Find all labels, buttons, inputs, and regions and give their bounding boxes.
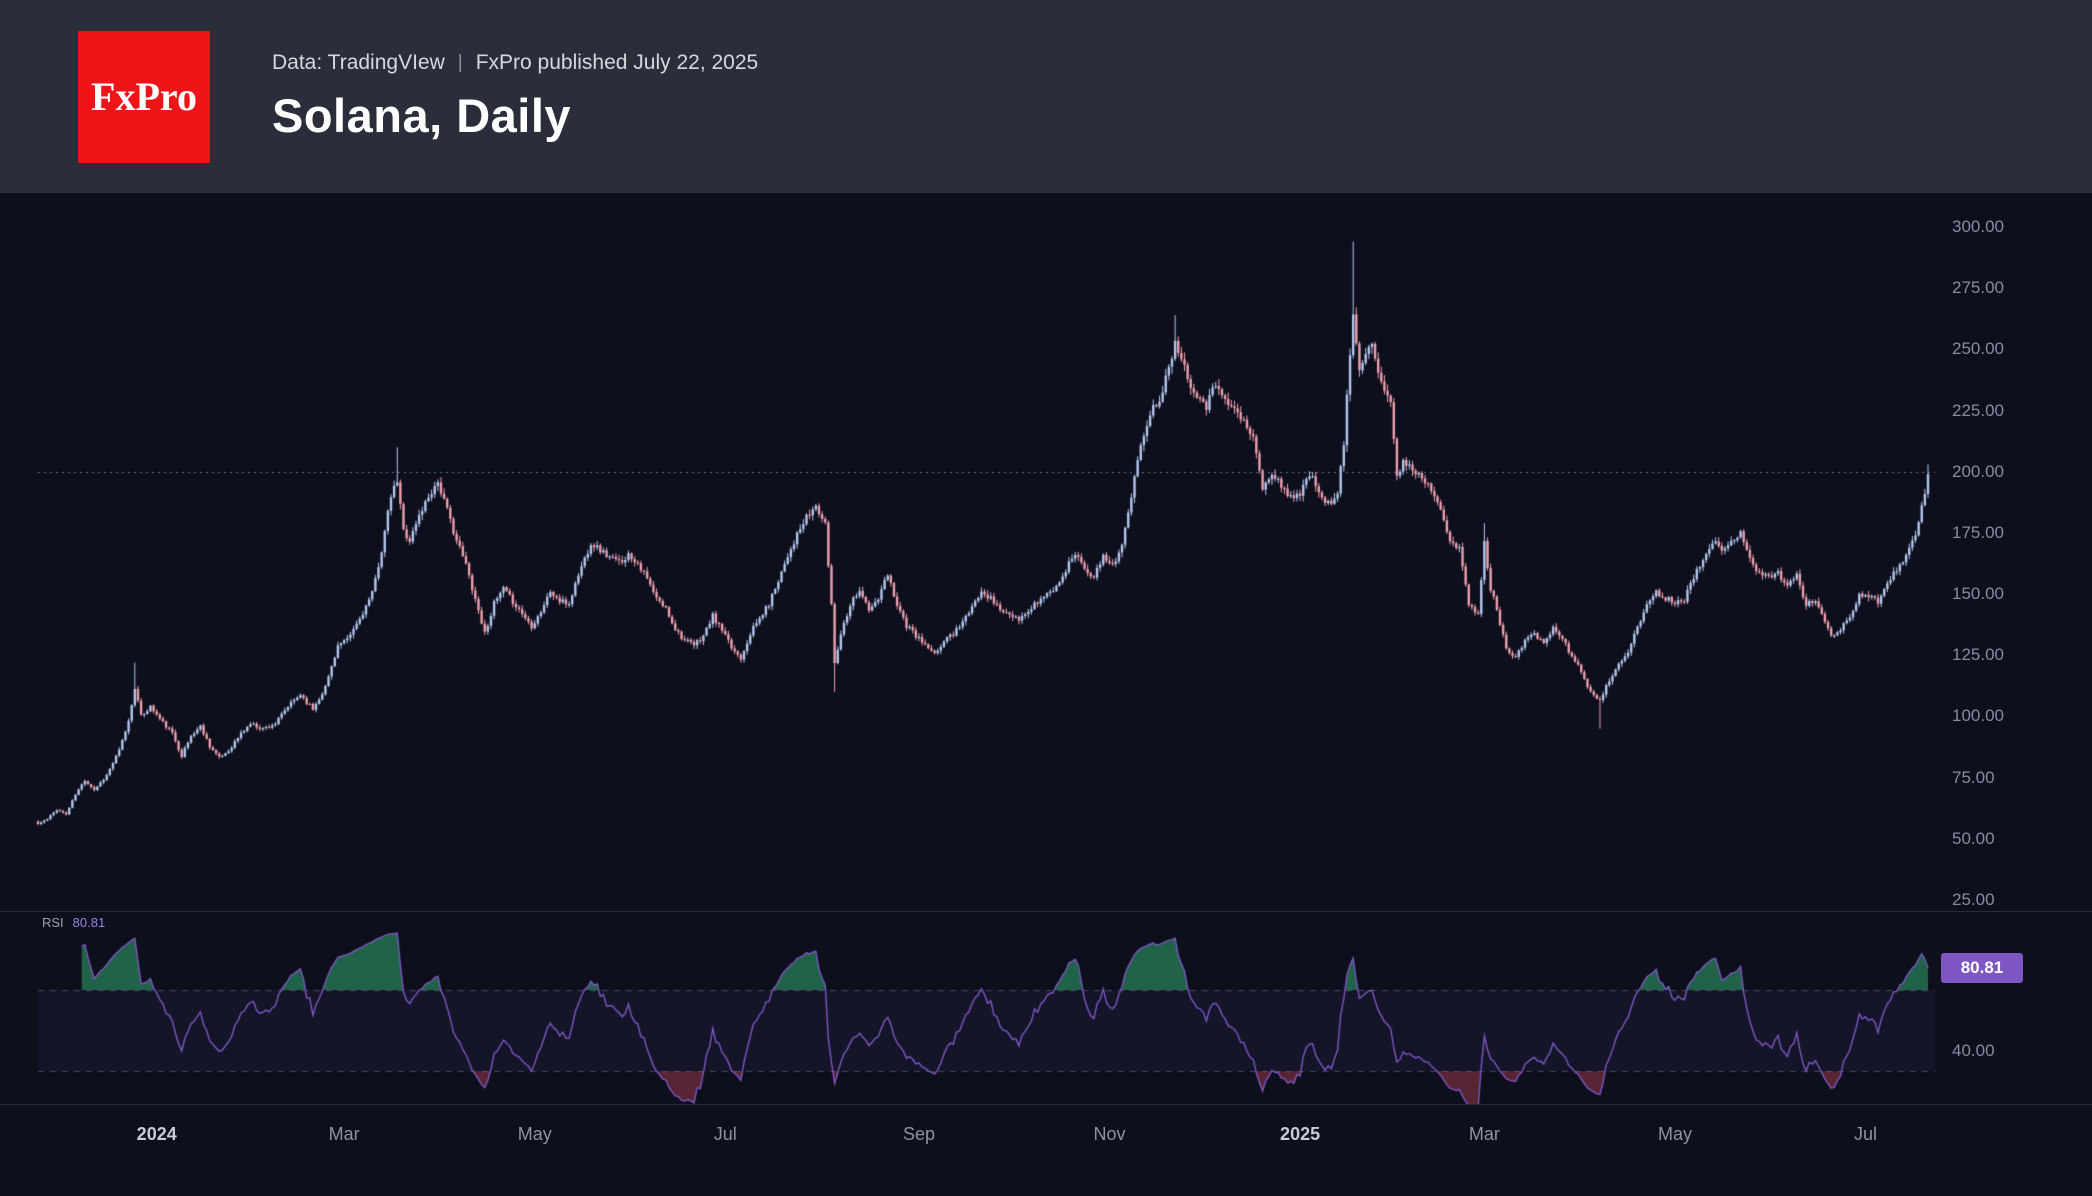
header-text-block: Data: TradingVIew | FxPro published July…: [272, 51, 758, 143]
time-axis-separator: [0, 1104, 2092, 1105]
price-axis-tick: 150.00: [1952, 584, 2004, 604]
price-axis[interactable]: 300.00 275.00 250.00 225.00 200.00 175.00 150.…: [1940, 193, 2092, 1104]
chart-source-line: Data: TradingVIew | FxPro published July…: [272, 51, 758, 75]
price-axis-tick: 50.00: [1952, 828, 1995, 848]
rsi-axis-tick: 40.00: [1952, 1041, 1995, 1060]
price-axis-tick: 75.00: [1952, 767, 1995, 787]
rsi-caption: RSI 80.81: [42, 915, 105, 930]
price-axis-tick: 225.00: [1952, 400, 2004, 420]
rsi-current-value-badge: 80.81: [1941, 953, 2023, 983]
time-axis-label: Mar: [1468, 1124, 1500, 1144]
header: FxPro Data: TradingVIew | FxPro publishe…: [0, 0, 2092, 193]
rsi-label: RSI: [42, 915, 64, 930]
data-source-label: Data: TradingVIew: [272, 50, 445, 74]
time-axis-label: Mar: [328, 1124, 360, 1144]
price-axis-tick: 200.00: [1952, 461, 2004, 481]
time-axis-label: 2024: [136, 1124, 177, 1144]
price-axis-tick: 300.00: [1952, 217, 2004, 236]
price-pane[interactable]: [0, 193, 1940, 911]
price-axis-tick: 25.00: [1952, 889, 1995, 909]
price-axis-tick: 175.00: [1952, 522, 2004, 542]
price-axis-tick: 275.00: [1952, 278, 2004, 298]
fxpro-logo: FxPro: [78, 30, 210, 163]
rsi-value-label: 80.81: [72, 915, 106, 930]
fxpro-logo-text: FxPro: [91, 74, 197, 119]
price-axis-tick: 250.00: [1952, 339, 2004, 359]
time-axis[interactable]: 2024 Mar May Jul Sep Nov 2025 Mar May Jul: [0, 1104, 2092, 1196]
price-axis-tick: 125.00: [1952, 645, 2004, 665]
page-title: Solana, Daily: [272, 88, 572, 142]
time-axis-label: May: [1657, 1124, 1692, 1144]
time-axis-label: 2025: [1280, 1124, 1321, 1144]
time-axis-label: May: [517, 1124, 552, 1144]
time-axis-label: Sep: [902, 1124, 935, 1144]
time-axis-label: Jul: [1854, 1124, 1878, 1144]
price-axis-tick: 100.00: [1952, 706, 2004, 726]
rsi-pane[interactable]: [0, 911, 1940, 1104]
time-axis-label: Jul: [713, 1124, 737, 1144]
published-label: FxPro published July 22, 2025: [475, 50, 759, 74]
pane-separator: [0, 911, 2092, 912]
divider-glyph: |: [457, 51, 463, 73]
time-axis-label: Nov: [1093, 1124, 1126, 1144]
chart-canvas: [0, 193, 2092, 1104]
